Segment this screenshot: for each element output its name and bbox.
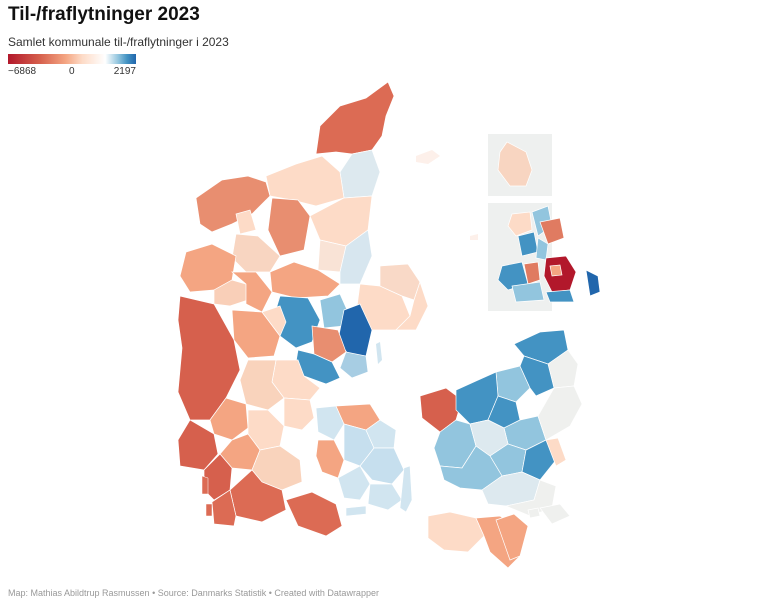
region-stevns[interactable] xyxy=(545,437,567,467)
region-middelfart[interactable] xyxy=(315,405,345,441)
region-hillerod[interactable] xyxy=(519,355,555,397)
region-laeso[interactable] xyxy=(416,150,440,164)
region-cph-south-b[interactable] xyxy=(545,289,575,303)
region-tonder[interactable] xyxy=(211,489,237,527)
map-subtitle: Samlet kommunale til-/fraflytninger i 20… xyxy=(8,35,229,49)
region-cph-frederiksberg[interactable] xyxy=(549,264,563,277)
region-viborg[interactable] xyxy=(269,261,341,299)
color-legend: −6868 0 2197 xyxy=(8,54,136,80)
region-morso[interactable] xyxy=(235,209,257,235)
region-north-jutland-tip[interactable] xyxy=(315,81,395,155)
region-aalborg[interactable] xyxy=(267,197,311,257)
jutland-regions xyxy=(177,81,429,537)
region-frederikshavn[interactable] xyxy=(339,149,381,199)
region-langeland[interactable] xyxy=(399,465,413,513)
legend-min-label: −6868 xyxy=(8,66,37,77)
region-syddjurs[interactable] xyxy=(395,280,429,331)
region-mon[interactable] xyxy=(539,503,571,525)
legend-max-label: 2197 xyxy=(113,66,136,77)
region-cph-south-a[interactable] xyxy=(511,281,545,303)
region-cph-north-a[interactable] xyxy=(507,211,533,237)
region-ikast[interactable] xyxy=(261,305,287,337)
region-falster[interactable] xyxy=(495,513,529,561)
legend-mid-label: 0 xyxy=(69,66,75,77)
region-odder[interactable] xyxy=(339,351,369,379)
legend-gradient xyxy=(8,54,136,64)
copenhagen-inset-regions xyxy=(497,205,601,303)
region-sonderborg[interactable] xyxy=(285,491,343,537)
region-cph-west-b[interactable] xyxy=(523,261,541,285)
region-cph-mid-a[interactable] xyxy=(517,231,539,257)
region-cph-north-c[interactable] xyxy=(539,217,565,245)
region-bornholm[interactable] xyxy=(497,141,533,187)
footer-credit: Map: Mathias Abildtrup Rasmussen • Sourc… xyxy=(8,588,379,598)
funen-regions xyxy=(315,403,405,511)
map-title: Til-/fraflytninger 2023 xyxy=(8,4,200,25)
region-amager[interactable] xyxy=(585,269,601,297)
region-east-coast[interactable] xyxy=(537,385,583,441)
region-anholt[interactable] xyxy=(470,234,478,240)
region-fano[interactable] xyxy=(201,475,209,495)
region-kerteminde[interactable] xyxy=(365,419,397,449)
region-svendborg[interactable] xyxy=(367,483,403,511)
region-lolland[interactable] xyxy=(427,511,485,553)
region-assens[interactable] xyxy=(315,439,345,479)
southern-islands-regions xyxy=(427,503,571,569)
region-koge[interactable] xyxy=(521,439,557,481)
region-faaborg[interactable] xyxy=(337,465,371,501)
region-romo[interactable] xyxy=(205,503,213,517)
region-samso[interactable] xyxy=(376,342,382,364)
region-bogo[interactable] xyxy=(527,507,541,519)
legend-labels: −6868 0 2197 xyxy=(8,66,136,80)
region-thisted[interactable] xyxy=(195,175,271,233)
region-skanderborg[interactable] xyxy=(311,325,347,363)
zealand-regions xyxy=(419,329,583,517)
region-aero[interactable] xyxy=(345,505,367,517)
region-fredericia[interactable] xyxy=(283,397,315,431)
region-aabenraa[interactable] xyxy=(229,469,287,523)
region-vejle[interactable] xyxy=(239,359,285,411)
